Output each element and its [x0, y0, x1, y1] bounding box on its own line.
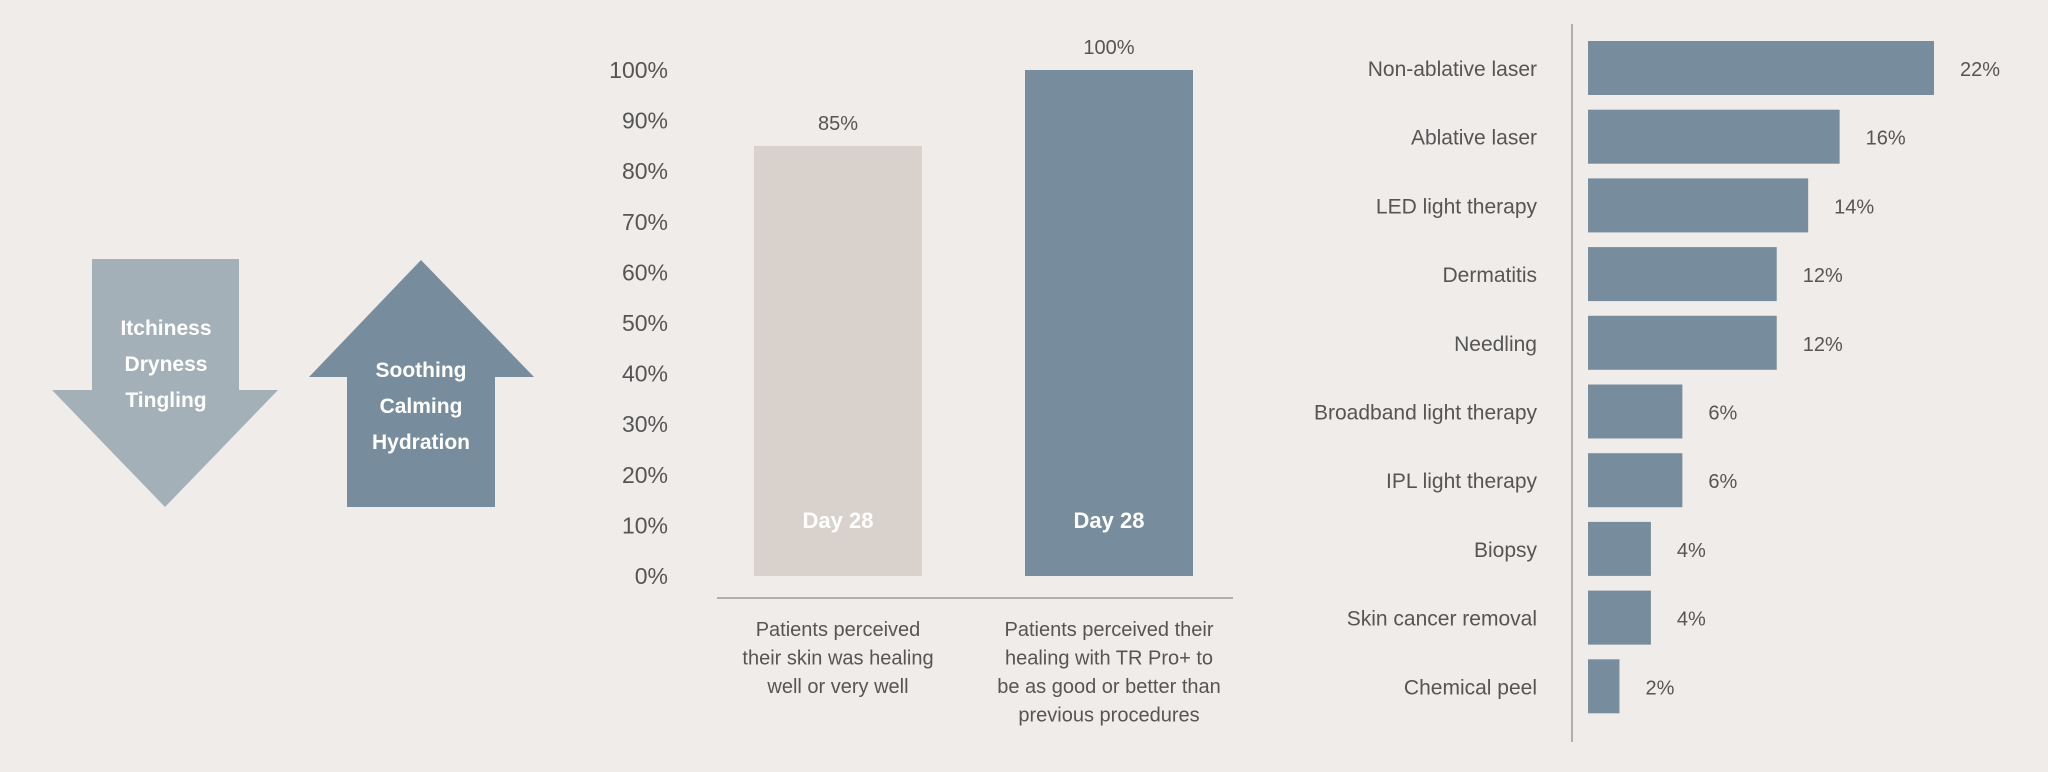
category-label: Broadband light therapy — [1314, 402, 1537, 425]
horizontal-bar-chart: Non-ablative laser 22% Ablative laser 16% LE… — [1260, 0, 2048, 767]
bar-caption-line: healing with TR Pro+ to — [1005, 648, 1213, 670]
bar — [1588, 590, 1651, 645]
y-tick-label: 20% — [622, 462, 668, 488]
y-tick-label: 70% — [622, 209, 668, 235]
bar — [1588, 315, 1777, 370]
bar-value-label: 2% — [1645, 677, 1674, 699]
category-label: Biopsy — [1474, 539, 1538, 562]
bar-value-label: 12% — [1803, 334, 1843, 356]
bar-value-label: 100% — [1083, 37, 1134, 59]
bar-caption-line: previous procedures — [1018, 705, 1199, 727]
category-label: Needling — [1454, 333, 1537, 356]
bar — [1588, 453, 1683, 508]
arrow-up-icon: Soothing Calming Hydration — [309, 260, 534, 507]
bar — [1588, 41, 1934, 95]
bar-value-label: 6% — [1708, 471, 1737, 493]
bar — [1588, 659, 1620, 714]
bar — [1025, 70, 1193, 576]
category-label: Dermatitis — [1442, 264, 1537, 287]
y-tick-label: 0% — [635, 563, 668, 589]
y-tick-label: 40% — [622, 361, 668, 387]
arrow-down-line-2: Dryness — [125, 353, 208, 376]
y-tick-label: 100% — [609, 57, 668, 83]
bar-caption-line: well or very well — [766, 676, 908, 698]
arrow-up-shape — [309, 260, 534, 507]
bar-value-label: 12% — [1803, 265, 1843, 287]
y-tick-label: 60% — [622, 259, 668, 285]
bar-inner-label: Day 28 — [1074, 508, 1145, 533]
category-label: Skin cancer removal — [1347, 608, 1537, 631]
bar-value-label: 6% — [1708, 403, 1737, 425]
category-label: Non-ablative laser — [1368, 58, 1537, 81]
bar-value-label: 4% — [1677, 540, 1706, 562]
arrow-up-line-1: Soothing — [376, 359, 467, 382]
arrows-svg: Itchiness Dryness Tingling Soothing Calm… — [52, 259, 534, 507]
bar — [1588, 109, 1840, 164]
arrow-summary-panel: Itchiness Dryness Tingling Soothing Calm… — [0, 0, 560, 767]
category-label: LED light therapy — [1376, 195, 1538, 218]
vertical-bar-chart: 0% 10% 20% 30% 40% 50% 60% 70% 80% 90% 100% 85% Day … — [560, 0, 1260, 767]
bar-caption-line: Patients perceived — [756, 619, 921, 641]
arrow-up-line-2: Calming — [380, 395, 463, 418]
bar-caption-line: be as good or better than — [997, 676, 1221, 698]
bar-value-label: 85% — [818, 113, 858, 135]
bar-value-label: 14% — [1834, 196, 1874, 218]
y-tick-label: 50% — [622, 310, 668, 336]
bar-caption-line: their skin was healing — [742, 648, 933, 670]
y-tick-label: 10% — [622, 512, 668, 538]
arrow-down-icon: Itchiness Dryness Tingling — [52, 259, 278, 507]
vertical-bar-chart-svg: 0% 10% 20% 30% 40% 50% 60% 70% 80% 90% 100% 85% Day … — [609, 37, 1233, 727]
arrow-down-shape — [52, 259, 278, 507]
category-label: IPL light therapy — [1386, 470, 1537, 493]
y-tick-label: 30% — [622, 411, 668, 437]
bar-caption-line: Patients perceived their — [1004, 619, 1213, 641]
bar — [754, 145, 922, 576]
bar — [1588, 521, 1651, 576]
arrow-down-line-3: Tingling — [125, 389, 206, 412]
bar-value-label: 16% — [1866, 128, 1906, 150]
horizontal-bar-chart-svg: Non-ablative laser 22% Ablative laser 16% LE… — [1314, 24, 2000, 742]
category-label: Ablative laser — [1411, 127, 1537, 150]
bar-inner-label: Day 28 — [803, 508, 874, 533]
bar-value-label: 22% — [1960, 59, 2000, 81]
bar — [1588, 178, 1809, 233]
arrow-down-line-1: Itchiness — [120, 317, 211, 340]
bar — [1588, 384, 1683, 439]
y-tick-label: 90% — [622, 108, 668, 134]
bar — [1588, 247, 1777, 302]
bar-value-label: 4% — [1677, 609, 1706, 631]
category-label: Chemical peel — [1404, 676, 1537, 699]
y-tick-label: 80% — [622, 158, 668, 184]
arrow-up-line-3: Hydration — [372, 431, 470, 454]
